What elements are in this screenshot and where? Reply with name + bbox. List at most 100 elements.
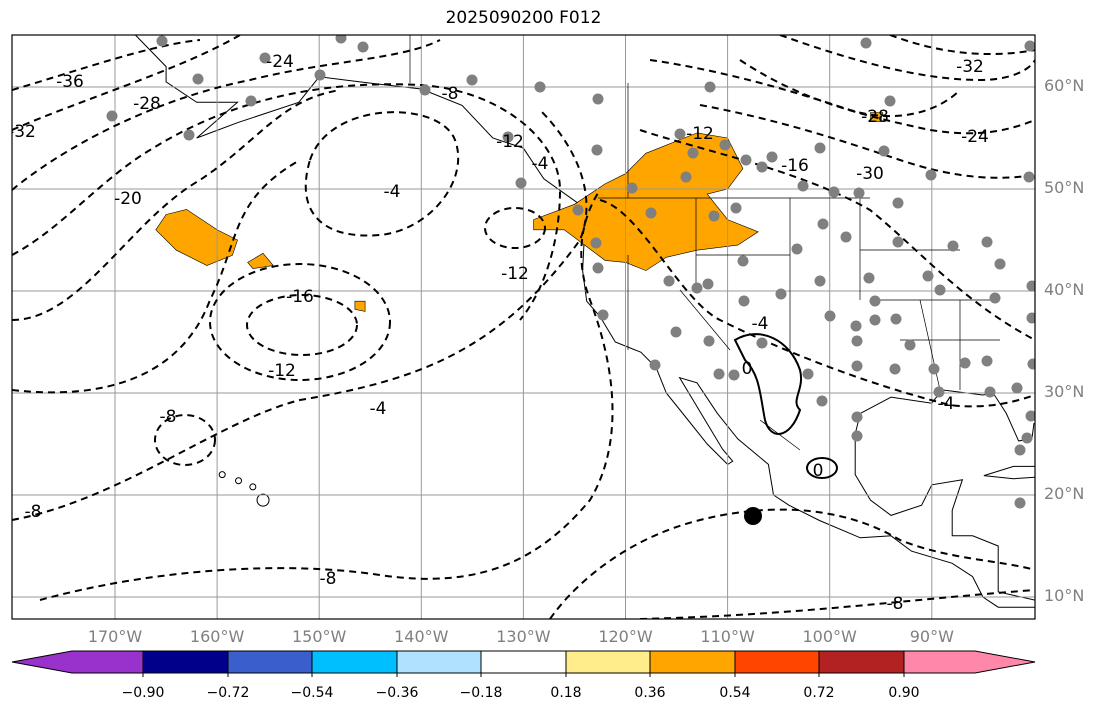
station-markers — [106, 35, 1035, 509]
cuba-coastline — [983, 465, 1035, 480]
station-marker — [245, 95, 257, 107]
hawaii-island — [256, 493, 270, 507]
colorbar-tick-label: 0.36 — [634, 685, 666, 701]
station-marker — [1011, 382, 1023, 394]
colorbar-tick-label: −0.18 — [459, 685, 503, 701]
longitude-label: 130°W — [496, 627, 551, 646]
gridlines — [12, 35, 1035, 619]
station-marker — [502, 131, 514, 143]
station-marker — [860, 37, 872, 49]
contour-lines — [12, 35, 1035, 619]
station-marker — [626, 182, 638, 194]
station-marker — [814, 142, 826, 154]
colorbar-swatch — [566, 651, 650, 673]
station-marker — [680, 171, 692, 183]
station-marker — [590, 237, 602, 249]
latitude-label: 20°N — [1044, 484, 1085, 503]
contour-label: -36 — [56, 72, 84, 92]
station-marker — [534, 81, 546, 93]
colorbar-swatch — [12, 651, 143, 673]
shaded-region — [247, 252, 274, 269]
station-marker — [828, 186, 840, 198]
longitude-label: 110°W — [700, 627, 755, 646]
station-marker — [989, 292, 1001, 304]
latitude-label: 40°N — [1044, 280, 1085, 299]
latitude-label: 10°N — [1044, 586, 1085, 605]
contour-label: -28 — [861, 107, 889, 127]
station-marker — [922, 270, 934, 282]
station-marker — [515, 177, 527, 189]
station-marker — [853, 187, 865, 199]
station-marker — [192, 73, 204, 85]
station-marker — [156, 35, 168, 47]
station-marker — [959, 357, 971, 369]
colorbar-swatch — [481, 651, 566, 673]
longitude-label: 140°W — [394, 627, 449, 646]
station-marker — [713, 368, 725, 380]
station-marker — [947, 240, 959, 252]
station-marker — [851, 335, 863, 347]
colorbar-tick-label: −0.54 — [290, 685, 334, 701]
latitude-label: 50°N — [1044, 178, 1085, 197]
station-marker — [851, 360, 863, 372]
station-marker — [863, 272, 875, 284]
station-marker — [335, 35, 347, 44]
station-marker — [892, 197, 904, 209]
colorbar-swatch — [228, 651, 312, 673]
station-marker — [850, 320, 862, 332]
station-marker — [840, 231, 852, 243]
station-marker — [704, 81, 716, 93]
contour-label: -8 — [160, 407, 177, 427]
station-marker — [674, 128, 686, 140]
station-marker — [691, 282, 703, 294]
station-marker — [851, 430, 863, 442]
contour-label: -12 — [501, 264, 529, 284]
colorbar-tick-label: −0.36 — [375, 685, 419, 701]
map-title: 2025090200 F012 — [445, 8, 602, 28]
contour-label: -16 — [286, 287, 314, 307]
contour-label: -8 — [887, 594, 904, 614]
station-marker — [663, 275, 675, 287]
station-marker — [928, 363, 940, 375]
contour-label: -28 — [133, 94, 161, 114]
contour-label: -32 — [956, 57, 984, 77]
station-marker — [1014, 444, 1026, 456]
storm-center-marker — [744, 507, 762, 525]
colorbar-outline — [11, 650, 1036, 674]
colorbar-tick-label: 0.18 — [550, 685, 582, 701]
colorbar-swatch — [312, 651, 397, 673]
hawaii-island — [235, 477, 243, 485]
station-marker — [106, 110, 118, 122]
longitude-label: 170°W — [87, 627, 143, 646]
station-marker — [1025, 410, 1035, 422]
station-marker — [878, 145, 890, 157]
longitude-label: 160°W — [189, 627, 245, 646]
station-marker — [592, 262, 604, 274]
contour-label: -12 — [268, 361, 296, 381]
station-marker — [766, 151, 778, 163]
station-marker — [702, 278, 714, 290]
station-marker — [466, 74, 478, 86]
station-marker — [649, 359, 661, 371]
station-marker — [775, 288, 787, 300]
longitude-label: 100°W — [802, 627, 857, 646]
colorbar-tick-label: −0.90 — [121, 685, 165, 701]
contour-label: 0 — [813, 461, 824, 481]
hawaii-island — [218, 471, 226, 479]
longitude-label: 90°W — [909, 627, 954, 646]
contour-label: -8 — [25, 502, 42, 522]
station-marker — [791, 243, 803, 255]
station-marker — [756, 161, 768, 173]
station-marker — [687, 147, 699, 159]
station-marker — [889, 363, 901, 375]
station-marker — [816, 395, 828, 407]
station-marker — [869, 314, 881, 326]
longitude-label: 120°W — [598, 627, 653, 646]
coastlines — [134, 35, 1035, 608]
station-marker — [984, 386, 996, 398]
station-marker — [890, 313, 902, 325]
station-marker — [981, 236, 993, 248]
station-marker — [708, 210, 720, 222]
station-marker — [738, 295, 750, 307]
station-marker — [719, 139, 731, 151]
